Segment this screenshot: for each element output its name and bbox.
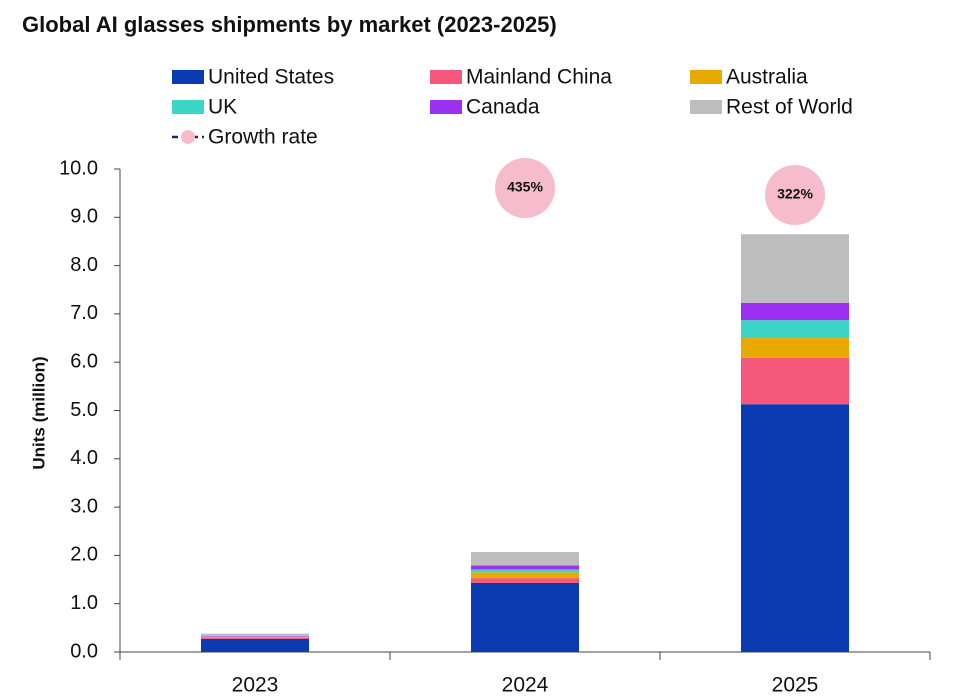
bar-segment: [201, 633, 309, 637]
legend-label: Growth rate: [208, 126, 318, 149]
legend-swatch: [172, 70, 204, 84]
bar-segment: [741, 357, 849, 405]
y-tick-label: 5.0: [70, 399, 98, 421]
growth-marker: [765, 165, 825, 225]
x-tick-label: 2024: [502, 674, 549, 697]
bar-segment: [471, 582, 579, 652]
bar-segment: [741, 302, 849, 321]
bar-segment: [201, 637, 309, 639]
x-tick-label: 2023: [232, 674, 279, 697]
bar-segment: [741, 320, 849, 339]
bar-segment: [471, 569, 579, 573]
bar-segment: [741, 234, 849, 303]
legend-label: Australia: [726, 66, 808, 89]
growth-marker: [495, 158, 555, 218]
legend-swatch: [690, 70, 722, 84]
y-tick-label: 10.0: [59, 157, 98, 179]
bar-segment: [741, 338, 849, 358]
x-tick-label: 2025: [772, 674, 819, 697]
growth-label: 435%: [507, 179, 543, 195]
legend-label: Mainland China: [466, 66, 612, 89]
y-tick-label: 2.0: [70, 544, 98, 566]
bar-segment: [741, 404, 849, 652]
legend-label: Canada: [466, 96, 540, 119]
y-tick-label: 8.0: [70, 254, 98, 276]
bar-segment: [471, 552, 579, 566]
legend-marker: [181, 130, 195, 144]
growth-label: 322%: [777, 186, 813, 202]
y-tick-label: 3.0: [70, 495, 98, 517]
chart-title: Global AI glasses shipments by market (2…: [22, 12, 557, 37]
y-tick-label: 0.0: [70, 640, 98, 662]
bar-segment: [471, 578, 579, 583]
bar-segment: [471, 572, 579, 579]
y-tick-label: 7.0: [70, 302, 98, 324]
legend-swatch: [430, 70, 462, 84]
bar-segment: [471, 565, 579, 570]
y-tick-label: 9.0: [70, 206, 98, 228]
legend-swatch: [430, 100, 462, 114]
legend-swatch: [690, 100, 722, 114]
legend-label: UK: [208, 96, 237, 119]
legend-label: United States: [208, 66, 334, 89]
bar-segment: [201, 638, 309, 652]
legend-label: Rest of World: [726, 96, 853, 119]
y-tick-label: 1.0: [70, 592, 98, 614]
y-axis-label: Units (million): [29, 356, 48, 469]
legend-swatch: [172, 100, 204, 114]
y-tick-label: 4.0: [70, 447, 98, 469]
y-tick-label: 6.0: [70, 350, 98, 372]
